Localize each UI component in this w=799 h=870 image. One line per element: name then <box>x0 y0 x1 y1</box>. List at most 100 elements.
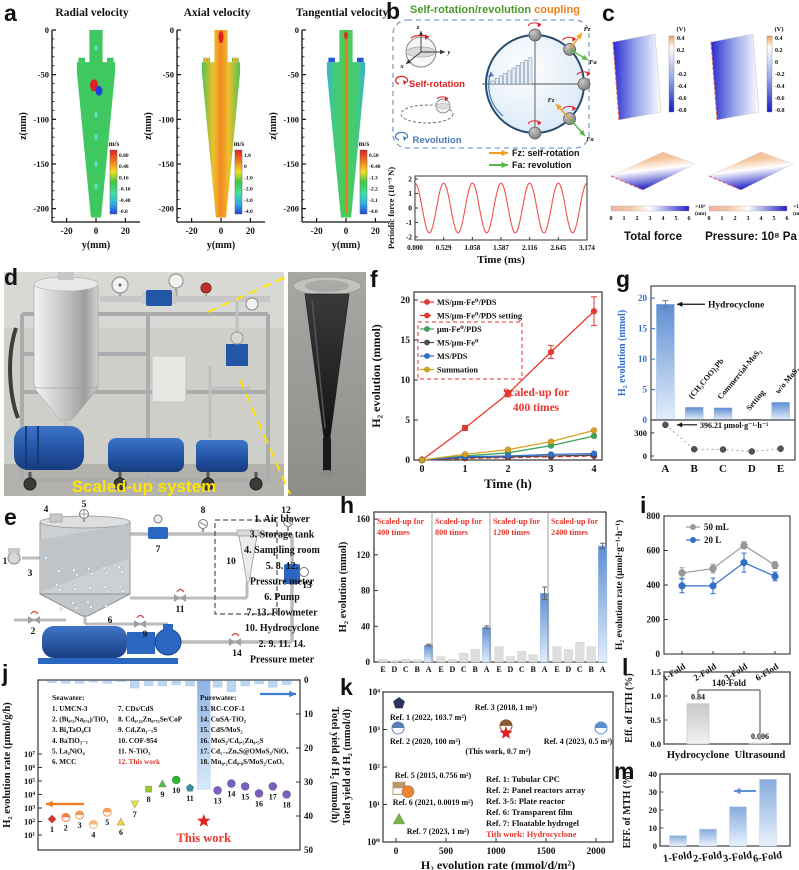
group-2: Scaled-up for 1200 times E D C B A <box>493 517 550 674</box>
rate-fold-chart: 0 200 400 600 800 H₂ evolution rate (μmol·g⁻¹… <box>614 511 791 683</box>
svg-text:A: A <box>600 665 606 674</box>
svg-text:50 mL: 50 mL <box>704 522 729 532</box>
svg-text:0: 0 <box>304 675 309 685</box>
panel-g: 0 5 10 15 20 H₂ evolution (mmol) (CH₃COO)₂Pb Co… <box>613 268 799 498</box>
svg-text:1: 1 <box>623 216 626 222</box>
svg-text:4: 4 <box>91 830 95 839</box>
svg-text:-50: -50 <box>163 70 174 80</box>
svg-text:5: 5 <box>405 416 410 426</box>
svg-text:-0.8: -0.8 <box>775 108 785 114</box>
rate-subplot: 300 0 396.21 μmol·g⁻¹·h⁻¹ A B C D E <box>634 419 796 475</box>
scaleup-bar-chart: 0 40 80 120 160 H₂ evolution (mmol) Scaled-up … <box>338 511 608 674</box>
svg-text:4: 4 <box>662 216 665 222</box>
svg-text:MS/μm-Fe⁰/PDS: MS/μm-Fe⁰/PDS <box>437 298 497 307</box>
svg-text:40: 40 <box>361 621 371 631</box>
group-0: Scaled-up for 400 times E D C B A <box>377 517 434 674</box>
svg-text:C: C <box>719 463 727 475</box>
svg-text:5. 8. 12.: 5. 8. 12. <box>266 561 299 572</box>
series-0 <box>678 541 779 579</box>
svg-text:0: 0 <box>408 204 412 213</box>
svg-text:Hydrocyclone: Hydrocyclone <box>667 750 730 761</box>
svg-text:20: 20 <box>401 296 411 306</box>
svg-text:Fa: Fa <box>586 136 594 143</box>
svg-text:Ref. 1: Tubular CPC: Ref. 1: Tubular CPC <box>486 775 560 784</box>
svg-text:140-Fold: 140-Fold <box>712 678 746 688</box>
svg-text:13: 13 <box>302 581 312 591</box>
svg-text:Ref. 3 (2018, 1 m²): Ref. 3 (2018, 1 m²) <box>475 703 538 712</box>
svg-text:1: 1 <box>721 216 724 222</box>
svg-text:m/s: m/s <box>359 140 370 148</box>
svg-text:H₂ evolution rate (mmol/d/m²): H₂ evolution rate (mmol/d/m²) <box>421 858 575 870</box>
svg-text:10⁰: 10⁰ <box>367 837 380 847</box>
svg-text:-20: -20 <box>61 226 73 236</box>
svg-text:2: 2 <box>636 216 639 222</box>
svg-text:80: 80 <box>361 586 371 596</box>
svg-text:3-Fold: 3-Fold <box>722 850 753 865</box>
svg-text:m/s: m/s <box>109 140 120 148</box>
svg-text:Axial velocity: Axial velocity <box>184 7 251 19</box>
svg-text:Fz: self-rotation: Fz: self-rotation <box>512 148 580 158</box>
svg-text:Fz: Fz <box>548 97 555 104</box>
panel-k: 10⁰ 10¹ 10² 10³ 10⁴ 0 500 1000 1500 2000 H₂ evolut… <box>338 678 622 870</box>
svg-text:B: B <box>691 463 699 475</box>
panel-d: Scaled-up system <box>0 268 370 500</box>
valve <box>134 614 146 628</box>
svg-text:Ref. 3-5: Plate reactor: Ref. 3-5: Plate reactor <box>486 797 565 806</box>
svg-text:-20: -20 <box>311 226 323 236</box>
svg-text:1500: 1500 <box>537 847 556 857</box>
svg-text:10⁶: 10⁶ <box>24 763 36 773</box>
svg-text:-0.8: -0.8 <box>677 108 687 114</box>
svg-text:16. MoS₂/Cd₀.₅Zn₀.₅S: 16. MoS₂/Cd₀.₅Zn₀.₅S <box>200 737 264 745</box>
svg-text:Summation: Summation <box>437 366 478 375</box>
svg-text:15. CdS/MoS₂: 15. CdS/MoS₂ <box>200 726 243 734</box>
svg-text:H₂ evolution (mmol): H₂ evolution (mmol) <box>338 541 349 632</box>
scaled-up-system-photo: Scaled-up system <box>4 272 284 496</box>
svg-text:Scaled-up system: Scaled-up system <box>72 477 217 496</box>
svg-text:Scaled-up for: Scaled-up for <box>493 517 540 526</box>
svg-text:2: 2 <box>64 823 68 832</box>
group-1: Scaled-up for 800 times E D C B A <box>435 517 492 674</box>
svg-text:400 times: 400 times <box>377 528 410 537</box>
panel-l-label: l <box>622 654 629 680</box>
panel-f-canvas: 0 5 10 15 20 0 1 2 3 4 Time (h) H₂ evolution (mmol)… <box>369 291 603 491</box>
svg-text:7: 7 <box>156 545 161 555</box>
legend: 50 mL 20 L <box>686 522 729 545</box>
svg-text:0.529: 0.529 <box>436 244 452 252</box>
svg-text:z(mm): z(mm) <box>268 112 279 140</box>
svg-text:-2.0: -2.0 <box>244 187 253 193</box>
svg-text:Fz: Fz <box>584 26 591 33</box>
svg-text:B: B <box>415 665 421 674</box>
svg-text:Ref. 7 (2023, 1 m²): Ref. 7 (2023, 1 m²) <box>407 827 470 836</box>
svg-text:10. Hydrocyclone: 10. Hydrocyclone <box>245 623 320 634</box>
svg-text:-100: -100 <box>33 114 49 124</box>
svg-text:0: 0 <box>344 226 349 236</box>
svg-text:Ref. 2: Panel reactors array: Ref. 2: Panel reactors array <box>486 786 586 795</box>
svg-text:2000: 2000 <box>587 847 606 857</box>
svg-text:0: 0 <box>643 451 647 461</box>
hydrocyclone-icon <box>236 529 260 583</box>
svg-text:10¹: 10¹ <box>368 800 380 810</box>
svg-text:D: D <box>450 665 456 674</box>
svg-text:Totel yield of H₂ (mmol/h): Totel yield of H₂ (mmol/h) <box>329 707 340 823</box>
svg-text:-0.8: -0.8 <box>119 209 128 215</box>
svg-text:2-Fold: 2-Fold <box>692 850 723 865</box>
fold-bracket: 140-Fold <box>697 678 761 740</box>
svg-text:500: 500 <box>439 847 454 857</box>
svg-text:(V): (V) <box>774 26 783 33</box>
svg-text:A: A <box>484 665 490 674</box>
svg-text:6: 6 <box>688 216 691 222</box>
svg-text:11. N-TiO₂: 11. N-TiO₂ <box>118 747 150 755</box>
svg-text:D: D <box>392 665 398 674</box>
svg-text:14: 14 <box>232 649 242 659</box>
svg-text:10³: 10³ <box>24 803 36 813</box>
comparison-chart: 10⁷ 10⁶ 10⁵ 10⁴ 10³ 10² 10¹ 0 10 20 30 40 50 H₂ evolu… <box>2 675 340 855</box>
svg-text:-200: -200 <box>33 204 49 214</box>
pump <box>38 624 182 664</box>
svg-text:-0.6: -0.6 <box>775 96 785 102</box>
panel-h: 0 40 80 120 160 H₂ evolution (mmol) Scaled-up … <box>338 498 612 683</box>
